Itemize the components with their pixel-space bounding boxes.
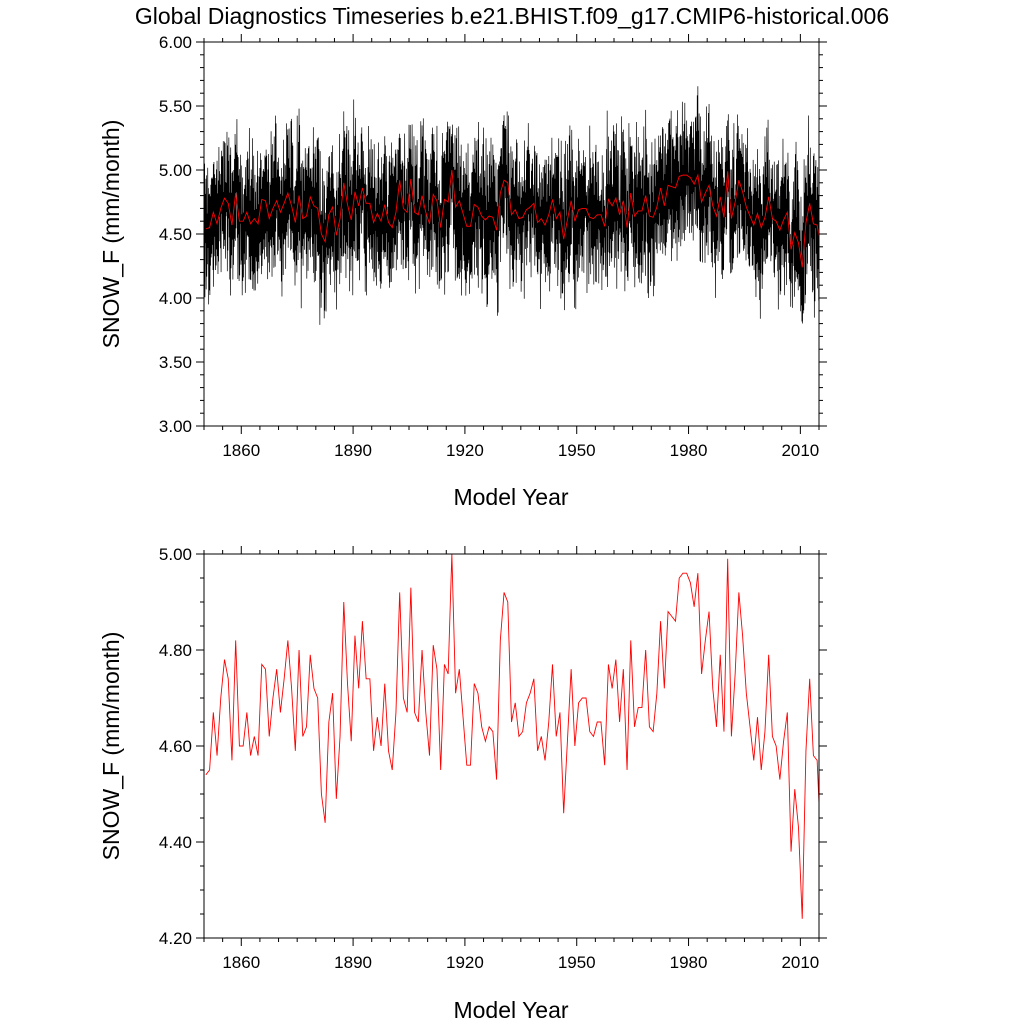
- y-tick-label: 3.00: [159, 417, 192, 436]
- x-tick-label: 1860: [222, 953, 260, 972]
- annual-series-line: [205, 554, 819, 919]
- annual-series-line: [205, 169, 819, 268]
- x-tick-label: 1920: [446, 953, 484, 972]
- top-xlabel: Model Year: [453, 484, 568, 510]
- x-tick-label: 2010: [781, 953, 819, 972]
- x-tick-label: 1890: [334, 441, 372, 460]
- bottom-plot-area: [205, 554, 819, 919]
- y-tick-label: 4.40: [159, 833, 192, 852]
- y-tick-label: 3.50: [159, 353, 192, 372]
- x-tick-label: 1950: [558, 953, 596, 972]
- x-tick-label: 1980: [670, 953, 708, 972]
- bottom-ylabel: SNOW_F (mm/month): [98, 632, 124, 861]
- y-tick-label: 4.50: [159, 225, 192, 244]
- x-tick-label: 1860: [222, 441, 260, 460]
- y-tick-label: 6.00: [159, 33, 192, 52]
- monthly-series-line: [204, 86, 819, 325]
- x-tick-label: 1980: [670, 441, 708, 460]
- x-tick-label: 2010: [781, 441, 819, 460]
- x-tick-label: 1890: [334, 953, 372, 972]
- top-axis-ticks: 1860 1890 1920 1950 1980 2010 3.00 3.50 4.00 4.50…: [159, 33, 827, 460]
- top-plot-area: [204, 86, 819, 325]
- panel-monthly-and-annual: 1860 1890 1920 1950 1980 2010 3.00 3.50 4.00 4.50…: [98, 33, 827, 510]
- y-tick-label: 4.60: [159, 737, 192, 756]
- top-ylabel: SNOW_F (mm/month): [98, 120, 124, 349]
- panel-annual: 1860 1890 1920 1950 1980 2010 4.20 4.40 4.60 4.80…: [98, 545, 827, 1023]
- y-tick-label: 4.80: [159, 641, 192, 660]
- y-tick-label: 4.20: [159, 929, 192, 948]
- bottom-axis-ticks: 1860 1890 1920 1950 1980 2010 4.20 4.40 4.60 4.80…: [159, 545, 827, 972]
- x-tick-label: 1950: [558, 441, 596, 460]
- top-series-group: [204, 86, 819, 325]
- bottom-series-group: [205, 554, 819, 919]
- bottom-xlabel: Model Year: [453, 997, 568, 1023]
- y-tick-label: 5.00: [159, 161, 192, 180]
- y-tick-label: 5.00: [159, 545, 192, 564]
- figure-title: Global Diagnostics Timeseries b.e21.BHIS…: [135, 3, 889, 29]
- y-tick-label: 5.50: [159, 97, 192, 116]
- y-tick-label: 4.00: [159, 289, 192, 308]
- x-tick-label: 1920: [446, 441, 484, 460]
